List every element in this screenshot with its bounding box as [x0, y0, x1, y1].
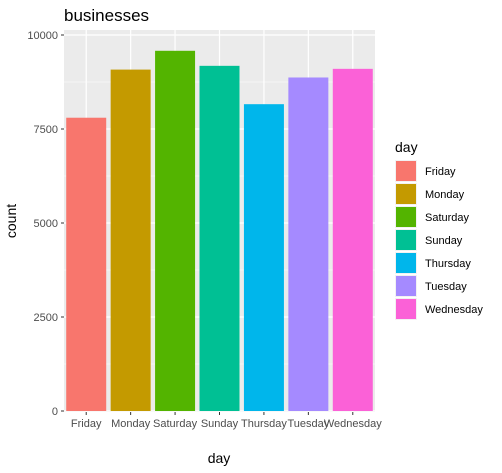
legend-label-friday: Friday: [425, 166, 456, 178]
bar-monday: [110, 69, 151, 411]
y-axis: 0 2500 5000 7500 10000: [27, 30, 64, 418]
y-tick-label: 7500: [34, 124, 58, 136]
x-axis: Friday Monday Saturday Sunday Thursday Tuesda…: [71, 412, 382, 430]
x-tick-label: Thursday: [241, 418, 287, 430]
legend-label-saturday: Saturday: [425, 212, 470, 224]
x-tick-label: Tuesday: [287, 418, 329, 430]
bar-wednesday: [332, 68, 373, 411]
bar-thursday: [243, 104, 284, 412]
bar-friday: [66, 117, 107, 411]
legend: day Friday Monday Saturday Sunday Thursday Tu…: [395, 139, 483, 320]
legend-swatch-wednesday: [396, 299, 416, 319]
y-tick-label: 2500: [34, 312, 58, 324]
x-tick-label: Monday: [111, 418, 151, 430]
x-tick-label: Saturday: [153, 418, 198, 430]
legend-label-sunday: Sunday: [425, 235, 463, 247]
x-tick-label: Wednesday: [324, 418, 382, 430]
legend-swatch-friday: [396, 161, 416, 181]
y-tick-label: 5000: [34, 218, 58, 230]
bar-tuesday: [288, 77, 329, 411]
legend-title: day: [395, 139, 418, 155]
y-axis-title: count: [3, 204, 19, 238]
legend-swatch-tuesday: [396, 276, 416, 296]
legend-label-monday: Monday: [425, 189, 465, 201]
bars: [66, 50, 373, 412]
y-tick-label: 0: [52, 406, 58, 418]
bar-sunday: [199, 65, 240, 411]
bar-saturday: [155, 50, 196, 412]
legend-swatch-sunday: [396, 230, 416, 250]
legend-label-wednesday: Wednesday: [425, 304, 483, 316]
legend-swatch-monday: [396, 184, 416, 204]
chart-title: businesses: [64, 6, 149, 25]
legend-label-thursday: Thursday: [425, 258, 471, 270]
legend-swatch-thursday: [396, 253, 416, 273]
x-axis-title: day: [208, 450, 231, 466]
x-tick-label: Friday: [71, 418, 102, 430]
x-tick-label: Sunday: [201, 418, 239, 430]
legend-swatch-saturday: [396, 207, 416, 227]
y-tick-label: 10000: [27, 30, 58, 42]
legend-label-tuesday: Tuesday: [425, 281, 467, 293]
